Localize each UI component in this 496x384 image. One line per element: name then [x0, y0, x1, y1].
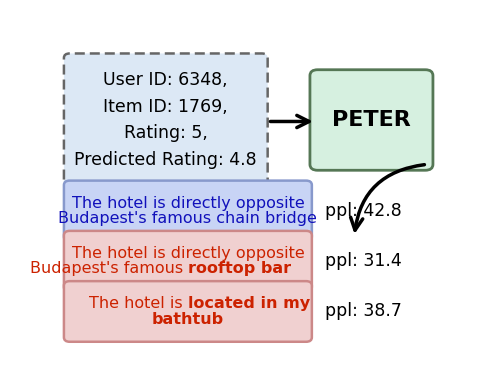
Text: ppl: 42.8: ppl: 42.8 [325, 202, 402, 220]
Text: PETER: PETER [332, 110, 411, 130]
Text: The hotel is directly opposite: The hotel is directly opposite [71, 246, 304, 261]
Text: Budapest's famous: Budapest's famous [30, 262, 188, 276]
FancyBboxPatch shape [64, 53, 268, 187]
Text: located in my: located in my [188, 296, 310, 311]
Text: User ID: 6348,
Item ID: 1769,
Rating: 5,
Predicted Rating: 4.8: User ID: 6348, Item ID: 1769, Rating: 5,… [74, 71, 257, 169]
Text: bathtub: bathtub [152, 312, 224, 327]
Text: The hotel is: The hotel is [89, 296, 188, 311]
Text: The hotel is directly opposite: The hotel is directly opposite [71, 196, 304, 211]
Text: ppl: 38.7: ppl: 38.7 [325, 303, 402, 321]
FancyBboxPatch shape [64, 180, 312, 241]
FancyBboxPatch shape [64, 231, 312, 291]
Text: Budapest's famous chain bridge: Budapest's famous chain bridge [59, 211, 317, 226]
Text: rooftop bar: rooftop bar [188, 262, 291, 276]
FancyBboxPatch shape [64, 281, 312, 342]
FancyBboxPatch shape [310, 70, 433, 170]
Text: ppl: 31.4: ppl: 31.4 [325, 252, 402, 270]
